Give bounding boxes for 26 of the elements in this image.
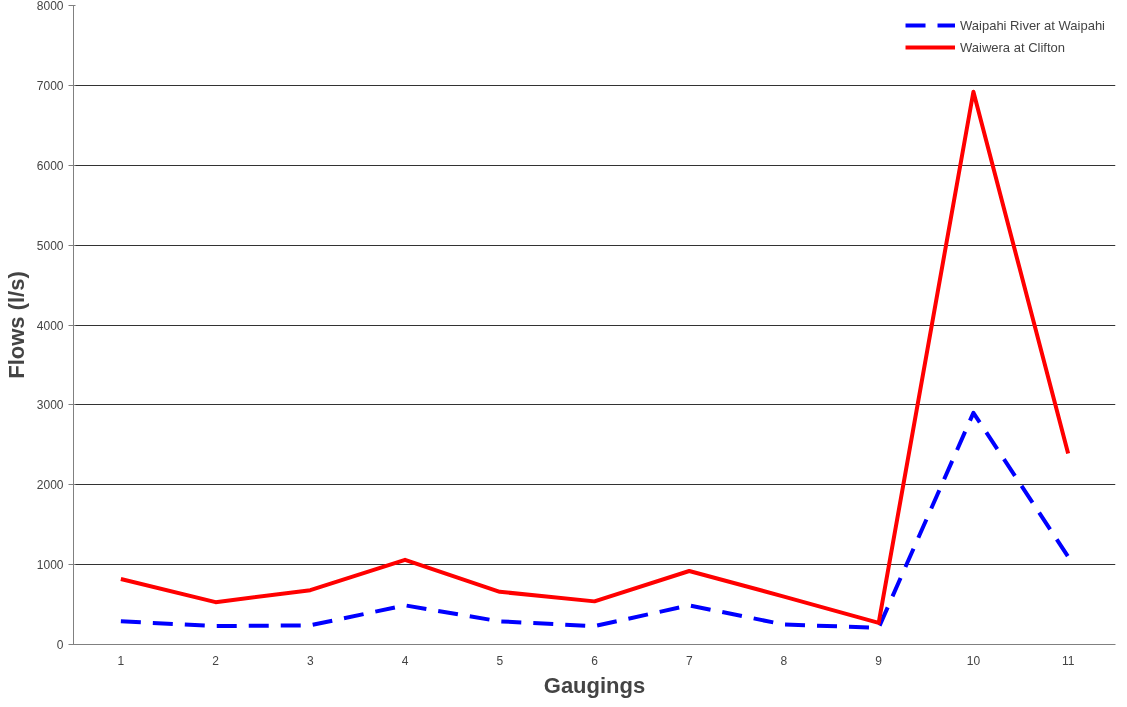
- x-tick-label: 9: [875, 653, 883, 668]
- x-tick-label: 1: [117, 653, 125, 668]
- y-axis-title: Flows (l/s): [3, 271, 29, 379]
- legend-label: Waipahi River at Waipahi: [960, 17, 1105, 33]
- x-tick-label: 11: [1061, 653, 1075, 668]
- y-tick-label: 7000: [36, 78, 64, 93]
- y-tick-label: 8000: [36, 0, 64, 13]
- x-axis-title: Gaugings: [543, 672, 646, 698]
- x-tick-label: 6: [591, 653, 599, 668]
- x-tick-label: 5: [496, 653, 504, 668]
- line-series: [118, 89, 1071, 625]
- y-tick-label: 1000: [36, 558, 64, 573]
- x-tick-label: 7: [685, 653, 693, 668]
- x-tick-label: 2: [212, 653, 220, 668]
- legend-label: Waiwera at Clifton: [960, 39, 1066, 55]
- x-tick-label: 3: [306, 653, 314, 668]
- y-tick-label: 5000: [36, 238, 64, 253]
- y-tick-label: 3000: [36, 398, 64, 413]
- x-tick-label: 4: [401, 653, 409, 668]
- y-tick-label: 6000: [36, 158, 64, 173]
- line-series: [118, 410, 1071, 630]
- y-tick-label: 4000: [36, 318, 64, 333]
- x-tick-label: 10: [966, 653, 981, 668]
- y-tick-label: 2000: [36, 478, 64, 493]
- y-tick-label: 0: [56, 638, 64, 652]
- x-tick-label: 8: [780, 653, 788, 668]
